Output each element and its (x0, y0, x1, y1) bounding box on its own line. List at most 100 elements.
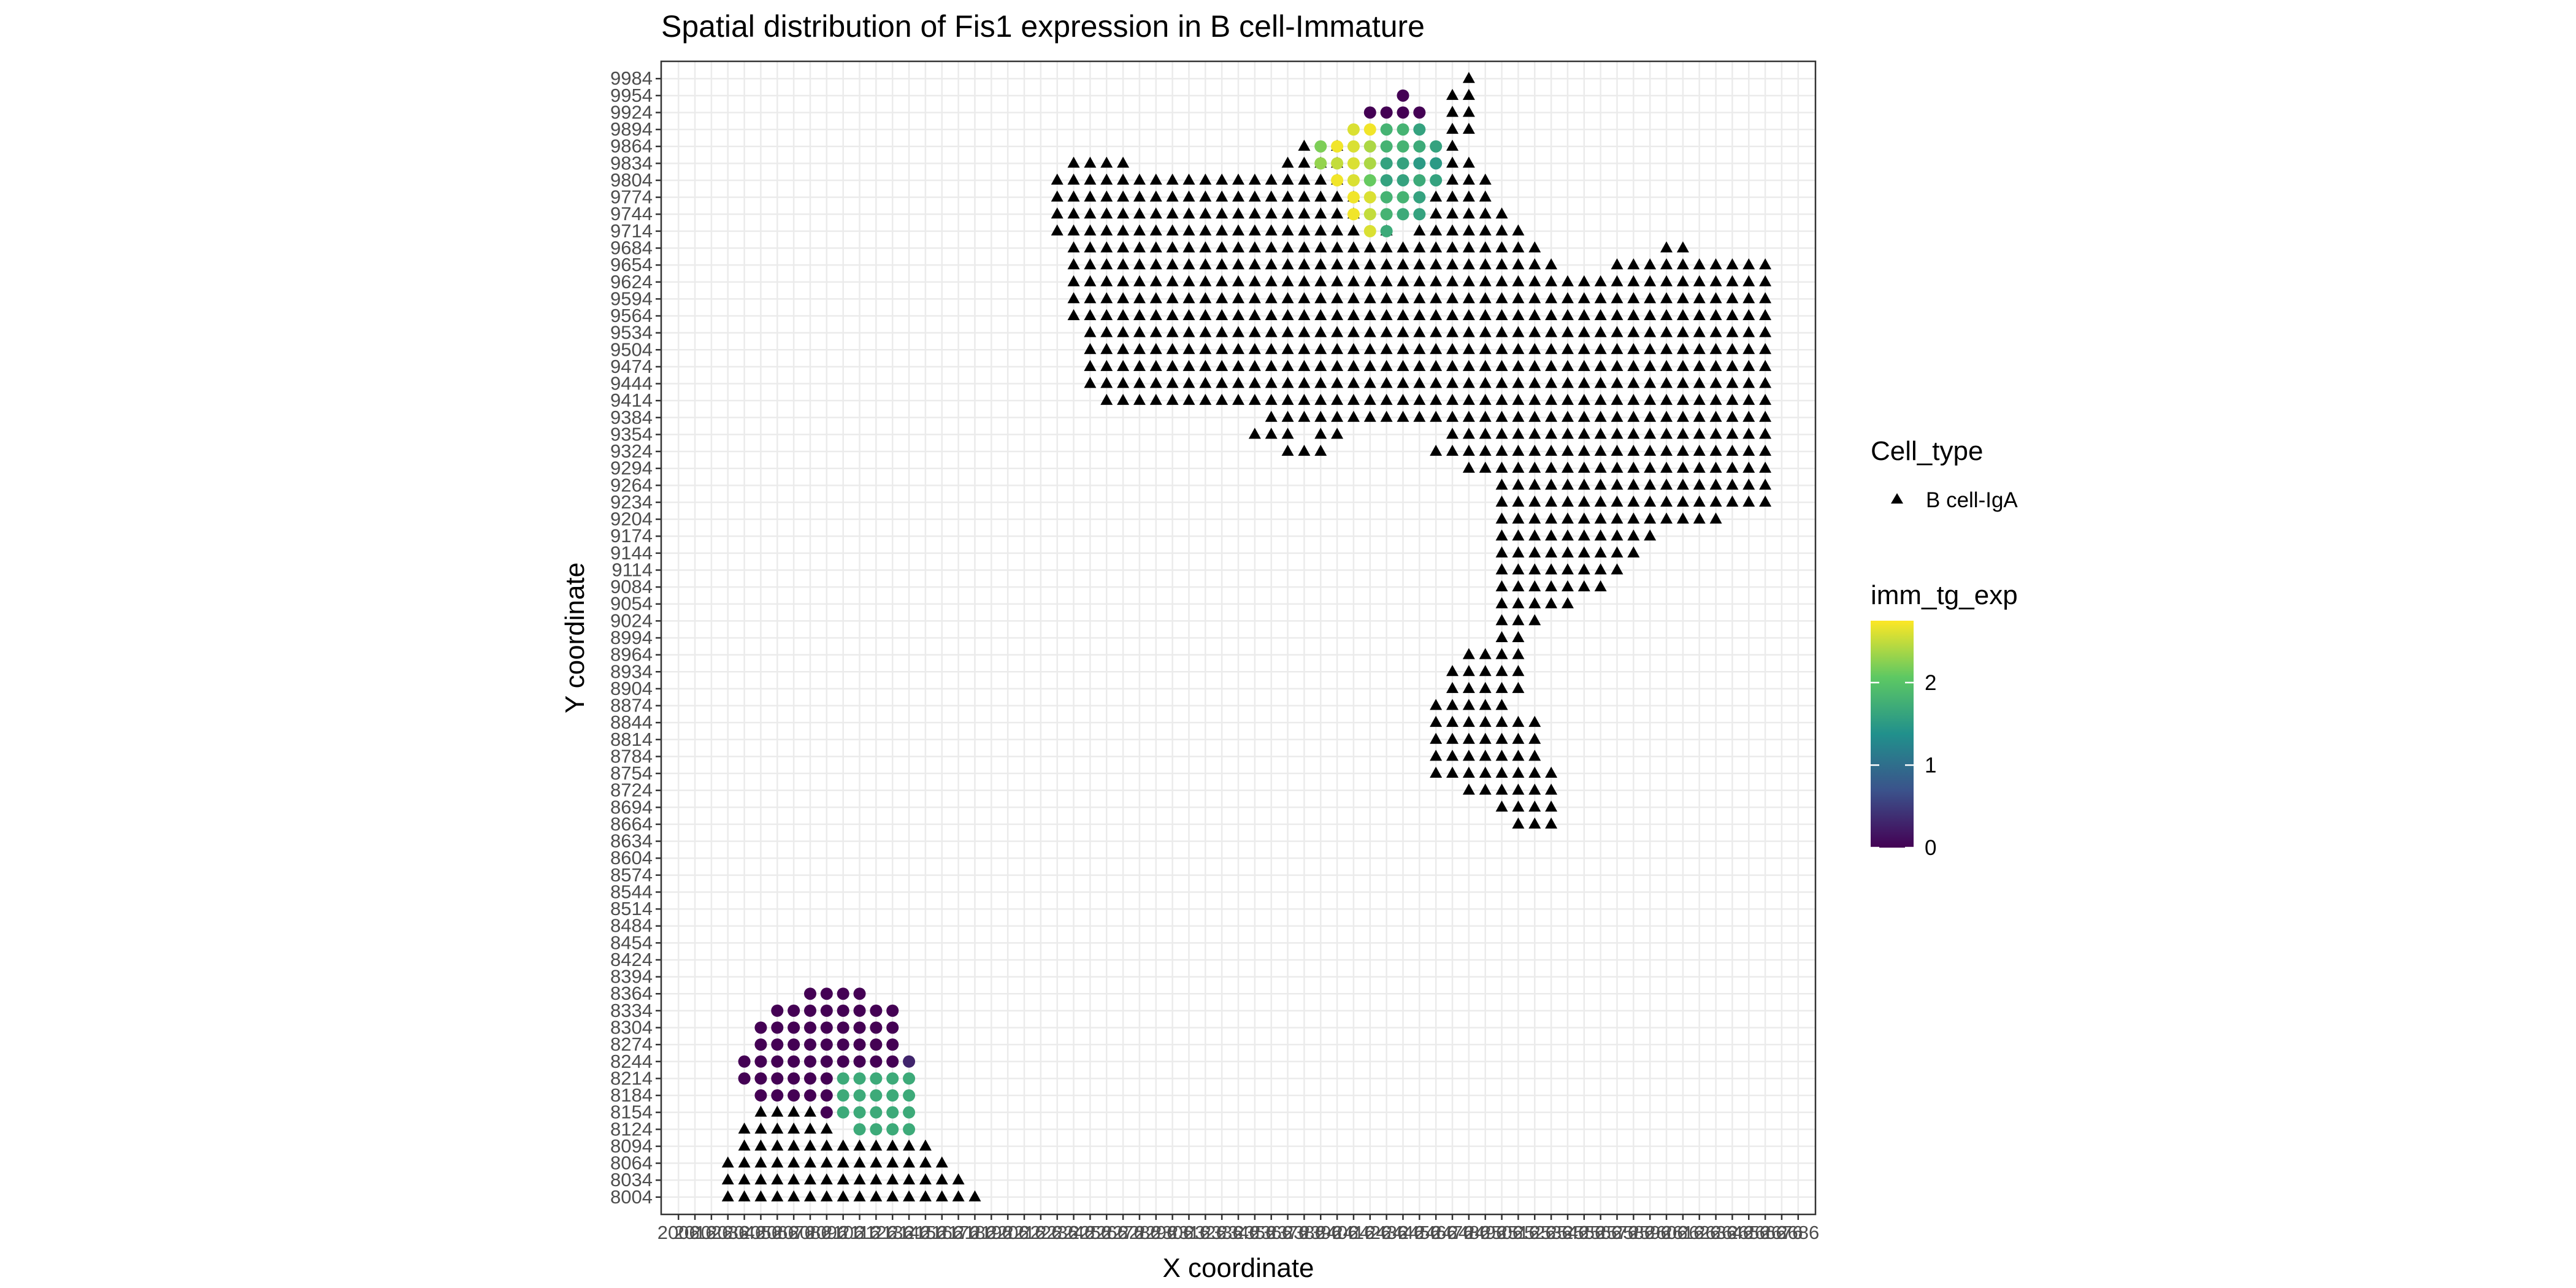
data-point-triangle (1084, 190, 1097, 202)
data-point-triangle (1495, 410, 1508, 422)
data-point-circle (853, 1038, 866, 1051)
data-point-triangle (1117, 156, 1130, 168)
data-point-triangle (870, 1173, 883, 1185)
data-point-triangle (1759, 359, 1772, 371)
data-point-triangle (1627, 258, 1640, 270)
y-tick-label: 9474 (610, 356, 653, 377)
data-point-triangle (1742, 495, 1755, 507)
x-tick-label: 2176 (937, 1222, 979, 1243)
data-point-triangle (1298, 359, 1311, 371)
data-point-triangle (1183, 292, 1195, 304)
data-point-circle (1363, 224, 1376, 237)
data-point-triangle (1512, 495, 1525, 507)
data-point-triangle (1512, 461, 1525, 473)
data-point-triangle (1495, 614, 1508, 626)
data-point-triangle (1693, 512, 1706, 524)
data-point-triangle (1644, 478, 1657, 490)
data-point-triangle (1726, 275, 1739, 286)
data-point-triangle (1084, 241, 1097, 253)
data-point-triangle (771, 1105, 784, 1117)
data-point-triangle (1545, 529, 1558, 541)
data-point-triangle (1512, 394, 1525, 405)
x-tick-label: 2256 (1069, 1222, 1111, 1243)
data-point-triangle (1248, 207, 1261, 219)
data-point-triangle (1281, 173, 1294, 185)
data-point-triangle (1199, 292, 1212, 304)
data-point-triangle (1397, 394, 1409, 405)
data-point-triangle (1281, 224, 1294, 236)
data-point-triangle (1117, 275, 1130, 286)
x-tick-label: 2436 (1365, 1222, 1408, 1243)
data-point-triangle (1512, 817, 1525, 829)
data-point-circle (853, 1106, 866, 1119)
data-point-triangle (1100, 377, 1113, 388)
legend-cell-type: Cell_type B cell-IgA (1871, 436, 2018, 512)
data-point-circle (771, 1004, 784, 1017)
y-tick-label: 9774 (610, 186, 653, 208)
data-point-triangle (1216, 326, 1229, 337)
data-point-circle (903, 1106, 916, 1119)
data-point-triangle (1660, 478, 1673, 490)
data-point-triangle (1446, 88, 1459, 100)
data-point-triangle (1545, 427, 1558, 439)
x-tick-label: 2106 (822, 1222, 864, 1243)
data-point-circle (771, 1038, 784, 1051)
data-point-triangle (1462, 377, 1475, 388)
data-point-circle (1363, 140, 1376, 153)
data-point-triangle (1462, 88, 1475, 100)
y-tick-label: 9714 (610, 220, 653, 242)
y-tick-label: 9414 (610, 389, 653, 411)
data-point-triangle (1660, 343, 1673, 355)
data-point-triangle (1314, 224, 1327, 236)
data-point-triangle (1660, 495, 1673, 507)
data-point-triangle (1446, 445, 1459, 456)
data-point-triangle (1594, 478, 1607, 490)
data-point-triangle (1446, 309, 1459, 321)
data-point-triangle (1166, 343, 1179, 355)
data-point-triangle (1726, 377, 1739, 388)
x-tick-label: 2666 (1744, 1222, 1787, 1243)
data-point-triangle (1561, 427, 1574, 439)
data-point-triangle (1430, 343, 1443, 355)
data-point-triangle (1199, 241, 1212, 253)
data-point-triangle (1314, 190, 1327, 202)
data-point-circle (837, 987, 849, 1000)
x-tick-label: 2316 (1168, 1222, 1210, 1243)
data-point-triangle (1676, 512, 1689, 524)
data-point-triangle (1331, 410, 1344, 422)
data-point-triangle (886, 1156, 899, 1168)
data-point-triangle (1430, 394, 1443, 405)
x-tick-label: 2156 (904, 1222, 946, 1243)
data-point-triangle (1462, 207, 1475, 219)
data-point-triangle (1627, 529, 1640, 541)
data-point-triangle (1380, 377, 1393, 388)
data-point-triangle (1577, 563, 1590, 575)
data-point-triangle (1462, 72, 1475, 83)
data-point-circle (1380, 224, 1393, 237)
data-point-triangle (1281, 207, 1294, 219)
data-point-triangle (1462, 732, 1475, 744)
data-point-triangle (788, 1105, 800, 1117)
data-point-triangle (1577, 326, 1590, 337)
data-point-triangle (1611, 410, 1623, 422)
data-point-triangle (1446, 767, 1459, 778)
x-tick-label: 2146 (888, 1222, 930, 1243)
data-point-triangle (1495, 343, 1508, 355)
data-point-circle (1347, 208, 1360, 221)
data-point-triangle (1545, 410, 1558, 422)
data-point-triangle (754, 1173, 767, 1185)
data-point-triangle (1117, 377, 1130, 388)
data-point-triangle (1100, 207, 1113, 219)
y-axis-ticks: 8004803480648094812481548184821482448274… (610, 67, 661, 1208)
data-point-triangle (1331, 394, 1344, 405)
data-point-triangle (1528, 326, 1541, 337)
data-point-triangle (1248, 241, 1261, 253)
data-point-triangle (1331, 258, 1344, 270)
data-point-triangle (1594, 343, 1607, 355)
data-point-triangle (1577, 275, 1590, 286)
data-point-triangle (1199, 224, 1212, 236)
data-point-triangle (1183, 275, 1195, 286)
data-point-circle (1413, 106, 1426, 119)
data-point-triangle (1528, 529, 1541, 541)
data-point-triangle (1495, 512, 1508, 524)
